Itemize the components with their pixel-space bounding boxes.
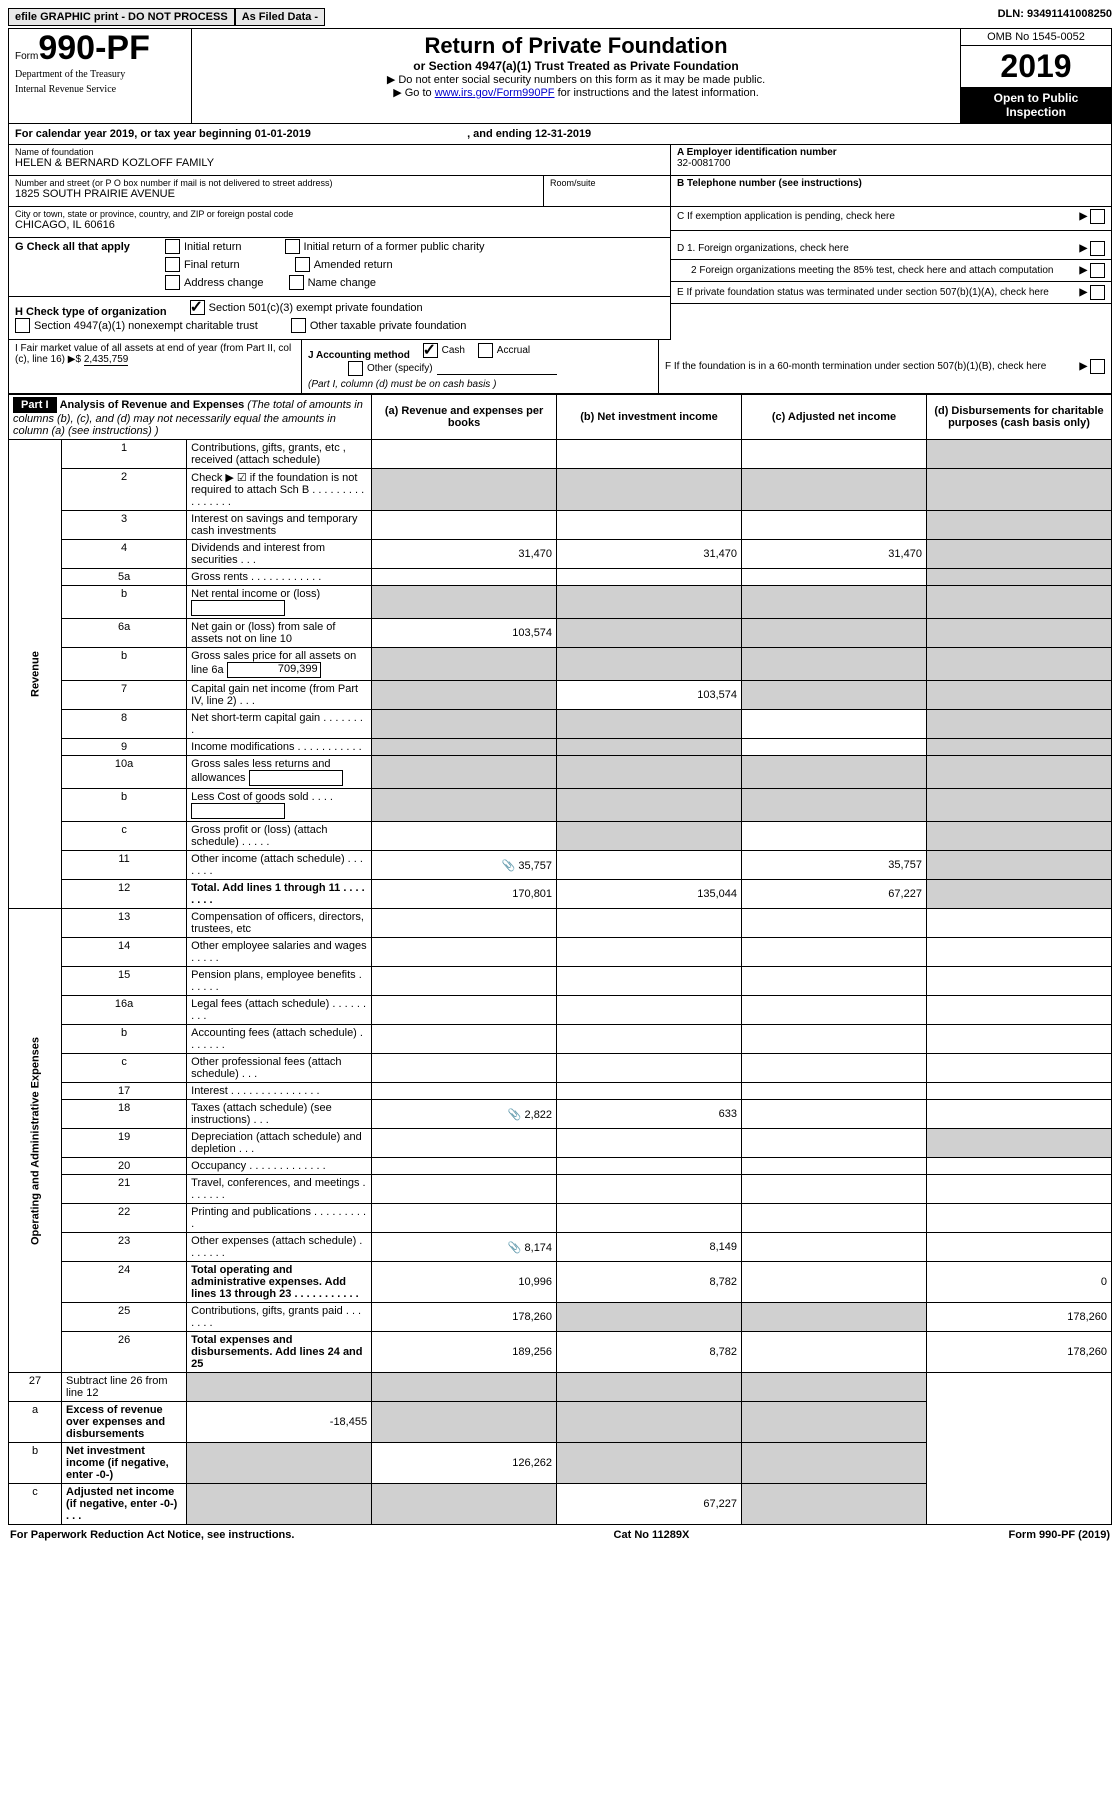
- part1-table: Part I Analysis of Revenue and Expenses …: [8, 394, 1112, 1525]
- col-a-header: (a) Revenue and expenses per books: [372, 395, 557, 440]
- table-row: 21 Travel, conferences, and meetings . .…: [9, 1175, 1112, 1204]
- fmv-value: 2,435,759: [84, 354, 129, 366]
- table-row: 17 Interest . . . . . . . . . . . . . . …: [9, 1083, 1112, 1100]
- table-row: 2 Check ▶ ☑ if the foundation is not req…: [9, 469, 1112, 511]
- header-right: OMB No 1545-0052 2019 Open to Public Ins…: [960, 29, 1111, 123]
- table-row: 22 Printing and publications . . . . . .…: [9, 1204, 1112, 1233]
- checkbox-501c3[interactable]: [190, 300, 205, 315]
- efile-label: efile GRAPHIC print - DO NOT PROCESS: [8, 8, 235, 26]
- dln: DLN: 93491141008250: [998, 8, 1112, 26]
- table-row: 10a Gross sales less returns and allowan…: [9, 756, 1112, 789]
- table-row: Operating and Administrative Expenses 13…: [9, 909, 1112, 938]
- table-row: 19 Depreciation (attach schedule) and de…: [9, 1129, 1112, 1158]
- section-ijf: I Fair market value of all assets at end…: [8, 340, 1112, 394]
- section-g-de: G Check all that apply Initial return In…: [8, 238, 1112, 340]
- table-row: 6a Net gain or (loss) from sale of asset…: [9, 619, 1112, 648]
- table-row: 3 Interest on savings and temporary cash…: [9, 511, 1112, 540]
- street-address: 1825 SOUTH PRAIRIE AVENUE: [15, 188, 543, 200]
- foundation-name: HELEN & BERNARD KOZLOFF FAMILY: [15, 157, 664, 169]
- table-row: 25 Contributions, gifts, grants paid . .…: [9, 1303, 1112, 1332]
- part1-tag: Part I: [13, 397, 57, 413]
- form-header: Form990-PF Department of the Treasury In…: [8, 28, 1112, 124]
- asfiled-label: As Filed Data -: [235, 8, 325, 26]
- table-row: 11 Other income (attach schedule) . . . …: [9, 851, 1112, 880]
- table-row: b Net investment income (if negative, en…: [9, 1443, 1112, 1484]
- checkbox-c[interactable]: [1090, 209, 1105, 224]
- header-center: Return of Private Foundation or Section …: [192, 29, 960, 123]
- table-row: 9 Income modifications . . . . . . . . .…: [9, 739, 1112, 756]
- table-row: 14 Other employee salaries and wages . .…: [9, 938, 1112, 967]
- section-j: J Accounting method Cash Accrual Other (…: [302, 340, 659, 393]
- table-row: 20 Occupancy . . . . . . . . . . . . .: [9, 1158, 1112, 1175]
- table-row: 27 Subtract line 26 from line 12: [9, 1373, 1112, 1402]
- table-row: 8 Net short-term capital gain . . . . . …: [9, 710, 1112, 739]
- table-row: 4 Dividends and interest from securities…: [9, 540, 1112, 569]
- city-state-zip: CHICAGO, IL 60616: [15, 219, 664, 231]
- checkbox-cash[interactable]: [423, 343, 438, 358]
- col-b-header: (b) Net investment income: [557, 395, 742, 440]
- col-c-header: (c) Adjusted net income: [742, 395, 927, 440]
- table-row: 18 Taxes (attach schedule) (see instruct…: [9, 1100, 1112, 1129]
- tax-year-row: For calendar year 2019, or tax year begi…: [8, 124, 1112, 145]
- table-row: c Adjusted net income (if negative, ente…: [9, 1484, 1112, 1525]
- header-left: Form990-PF Department of the Treasury In…: [9, 29, 192, 123]
- section-f: F If the foundation is in a 60-month ter…: [659, 340, 1111, 393]
- table-row: 15 Pension plans, employee benefits . . …: [9, 967, 1112, 996]
- top-bar: efile GRAPHIC print - DO NOT PROCESS As …: [8, 8, 1112, 26]
- col-d-header: (d) Disbursements for charitable purpose…: [926, 395, 1111, 440]
- table-row: 12 Total. Add lines 1 through 11 . . . .…: [9, 880, 1112, 909]
- section-i: I Fair market value of all assets at end…: [9, 340, 302, 393]
- table-row: 23 Other expenses (attach schedule) . . …: [9, 1233, 1112, 1262]
- table-row: b Net rental income or (loss): [9, 586, 1112, 619]
- table-row: b Less Cost of goods sold . . . .: [9, 789, 1112, 822]
- section-h: H Check type of organization Section 501…: [9, 297, 670, 340]
- table-row: 26 Total expenses and disbursements. Add…: [9, 1332, 1112, 1373]
- ein: 32-0081700: [677, 158, 1105, 169]
- table-row: a Excess of revenue over expenses and di…: [9, 1402, 1112, 1443]
- table-row: 24 Total operating and administrative ex…: [9, 1262, 1112, 1303]
- info-grid: Name of foundation HELEN & BERNARD KOZLO…: [8, 145, 1112, 238]
- table-row: b Gross sales price for all assets on li…: [9, 648, 1112, 681]
- table-row: 5a Gross rents . . . . . . . . . . . .: [9, 569, 1112, 586]
- table-row: Revenue 1 Contributions, gifts, grants, …: [9, 440, 1112, 469]
- table-row: c Other professional fees (attach schedu…: [9, 1054, 1112, 1083]
- table-row: c Gross profit or (loss) (attach schedul…: [9, 822, 1112, 851]
- instructions-link[interactable]: www.irs.gov/Form990PF: [435, 87, 555, 99]
- table-row: 7 Capital gain net income (from Part IV,…: [9, 681, 1112, 710]
- table-row: 16a Legal fees (attach schedule) . . . .…: [9, 996, 1112, 1025]
- section-g: G Check all that apply Initial return In…: [9, 238, 670, 297]
- table-row: b Accounting fees (attach schedule) . . …: [9, 1025, 1112, 1054]
- footer: For Paperwork Reduction Act Notice, see …: [8, 1525, 1112, 1541]
